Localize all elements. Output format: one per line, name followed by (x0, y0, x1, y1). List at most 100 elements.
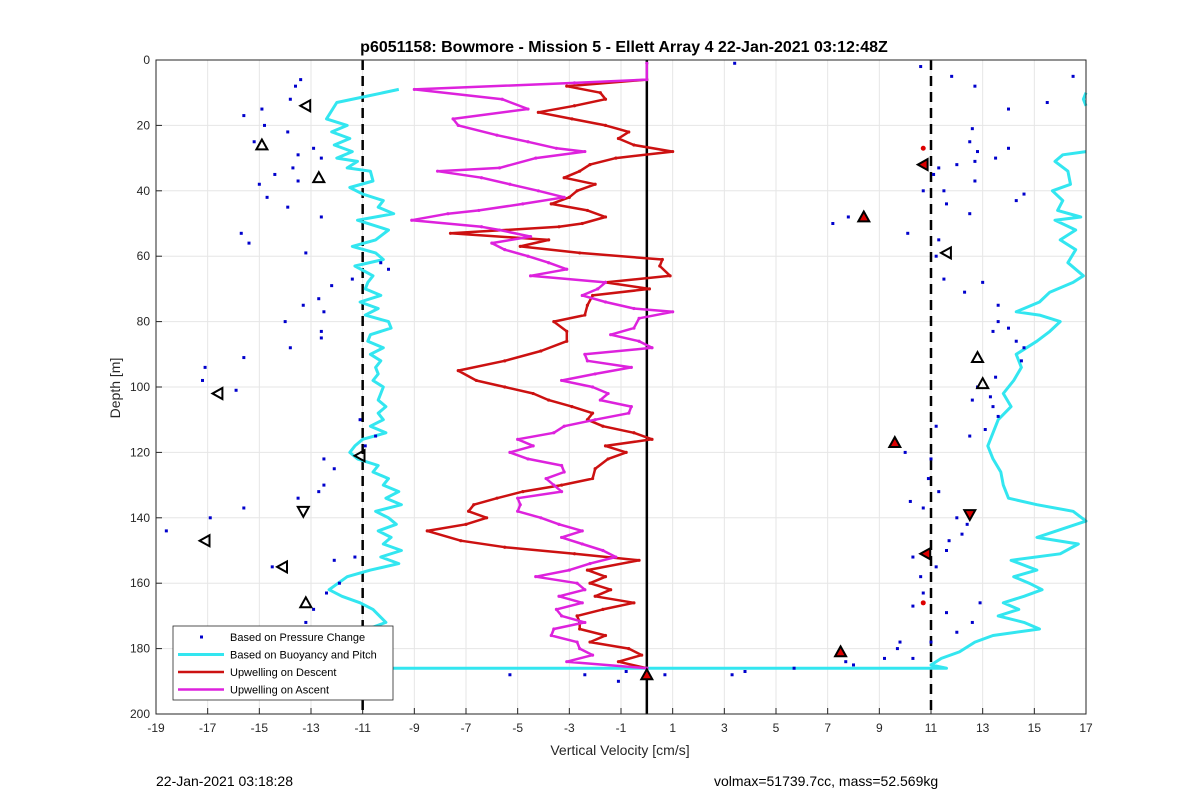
x-tick-label: -3 (564, 721, 575, 735)
upwelling-descent-point (456, 369, 460, 373)
pressure-change-point (296, 496, 300, 500)
pressure-change-point (955, 630, 959, 634)
upwelling-descent-point (616, 136, 621, 141)
upwelling-ascent-point (559, 378, 564, 383)
upwelling-ascent-line (410, 63, 674, 670)
upwelling-ascent-point (580, 542, 584, 546)
pressure-change-point (353, 555, 357, 559)
buoyancy-pitch-line (325, 87, 1088, 670)
upwelling-ascent-point (609, 333, 613, 337)
pressure-change-point (945, 611, 948, 615)
upwelling-ascent-point (516, 496, 520, 500)
upwelling-ascent-point (503, 248, 507, 252)
upwelling-ascent-point (590, 653, 595, 657)
pressure-change-point (968, 434, 972, 438)
pressure-change-point (960, 532, 964, 536)
pressure-change-point (973, 84, 977, 88)
pressure-change-point (1019, 359, 1023, 363)
legend-label: Upwelling on Descent (230, 667, 336, 679)
upwelling-ascent-point (547, 261, 551, 265)
x-tick-label: 3 (721, 721, 728, 735)
x-tick-label: -1 (616, 721, 627, 735)
pressure-change-point (945, 202, 948, 206)
x-tick-label: -17 (199, 721, 217, 735)
y-tick-label: 100 (130, 380, 150, 394)
pressure-change-point (976, 150, 979, 154)
pressure-change-point (978, 601, 982, 605)
x-tick-labels: -19 -17 -15 -13 -11 -9 -7 -5 -3 -1 1 3 5 7 9 11 13 15 17 (147, 721, 1093, 735)
triangle-marker (311, 170, 326, 184)
upwelling-ascent-point (650, 346, 654, 350)
pressure-change-point (387, 267, 390, 271)
upwelling-ascent-point (497, 228, 502, 232)
upwelling-descent-point (640, 653, 644, 657)
pressure-change-point (363, 444, 367, 448)
upwelling-descent-point (583, 313, 587, 317)
upwelling-descent-point (660, 257, 664, 262)
upwelling-ascent-point (536, 189, 540, 193)
upwelling-descent-point (585, 208, 590, 213)
upwelling-ascent-point (549, 633, 553, 638)
pressure-change-point (911, 555, 915, 559)
upwelling-ascent-point (645, 61, 649, 65)
upwelling-ascent-point (534, 156, 538, 160)
upwelling-descent-point (598, 91, 602, 95)
upwelling-ascent-point (590, 385, 595, 389)
upwelling-descent-point (580, 221, 584, 226)
y-tick-label: 140 (130, 511, 150, 525)
pressure-change-point (508, 673, 512, 677)
x-tick-label: 1 (669, 721, 676, 735)
x-tick-label: 7 (824, 721, 831, 735)
pressure-change-point (350, 277, 354, 281)
pressure-change-point (981, 280, 985, 284)
triangle-marker (918, 546, 932, 561)
triangle-marker (962, 509, 977, 523)
upwelling-ascent-point (567, 568, 571, 572)
upwelling-ascent-point (603, 300, 608, 304)
x-axis-label: Vertical Velocity [cm/s] (550, 742, 689, 758)
triangle-marker (833, 644, 848, 658)
upwelling-descent-point (593, 467, 597, 471)
upwelling-descent-point (603, 123, 608, 127)
pressure-change-point (337, 581, 341, 585)
upwelling-descent-point (466, 509, 471, 513)
pressure-change-point (968, 140, 972, 144)
pressure-change-point (286, 205, 290, 209)
pressure-change-point (288, 346, 292, 350)
upwelling-ascent-point (508, 182, 512, 186)
upwelling-ascent-point (580, 601, 584, 605)
triangle-marker (254, 137, 270, 151)
upwelling-descent-point (588, 163, 592, 167)
upwelling-descent-point (585, 568, 590, 572)
upwelling-ascent-point (479, 225, 484, 229)
pressure-change-point (304, 620, 308, 624)
upwelling-descent-point (570, 117, 574, 121)
footer-timestamp: 22-Jan-2021 03:18:28 (156, 773, 293, 789)
upwelling-ascent-point (562, 424, 566, 428)
upwelling-descent-point (485, 516, 489, 520)
upwelling-descent-point (603, 633, 608, 638)
pressure-change-point (973, 179, 977, 183)
upwelling-ascent-point (559, 535, 564, 540)
x-tick-label: 11 (925, 721, 938, 735)
pressure-change-point (908, 499, 912, 503)
y-axis-label: Depth [m] (107, 358, 123, 419)
legend-label: Upwelling on Ascent (230, 685, 329, 697)
pressure-change-point (583, 673, 587, 677)
pressure-change-point (296, 179, 300, 183)
upwelling-descent-point (637, 558, 641, 562)
upwelling-descent-point (565, 339, 569, 343)
pressure-change-point (332, 467, 336, 471)
legend-swatch-pressure (200, 635, 203, 639)
upwelling-ascent-point (559, 490, 564, 494)
upwelling-ascent-point (629, 365, 633, 369)
pressure-change-point (937, 238, 941, 242)
pressure-change-point (260, 107, 264, 111)
pressure-change-point (319, 329, 323, 333)
upwelling-descent-point (565, 84, 569, 88)
y-tick-label: 200 (130, 707, 150, 721)
series-buoyancy-pitch (325, 87, 1088, 670)
triangle-marker (887, 435, 902, 448)
upwelling-descent-point (578, 169, 582, 173)
triangle-markers (197, 98, 990, 681)
